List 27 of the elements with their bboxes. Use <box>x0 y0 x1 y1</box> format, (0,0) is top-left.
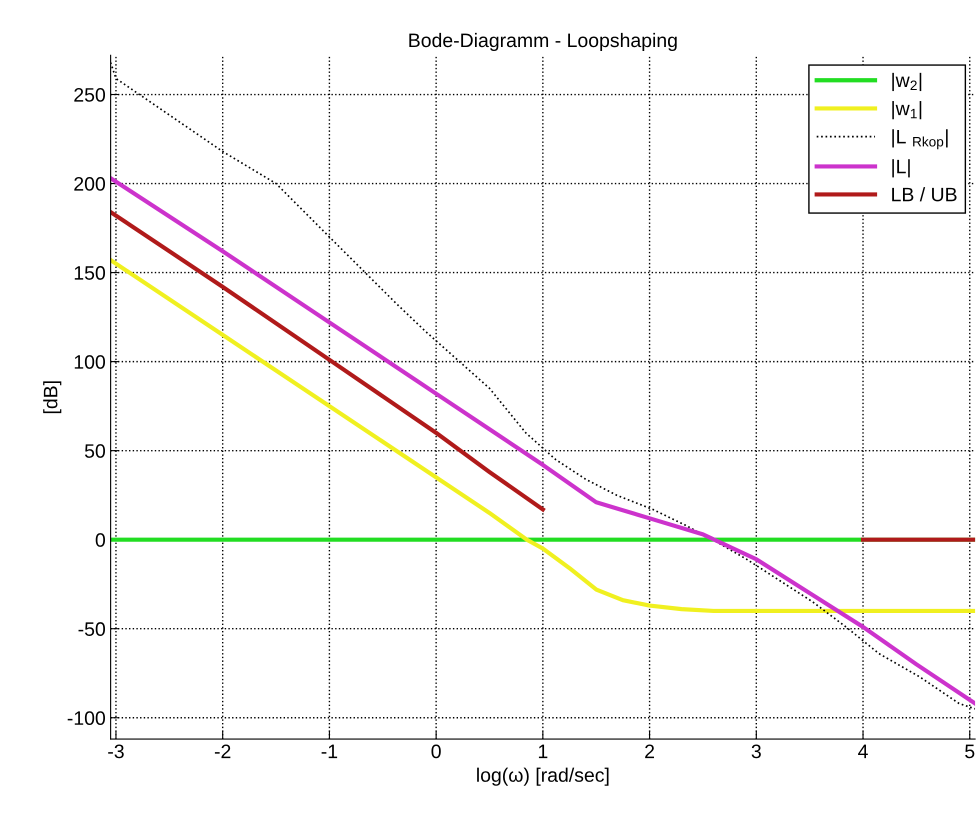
line-series <box>110 176 976 706</box>
y-tick-label: 0 <box>96 533 106 547</box>
y-tick-label: -50 <box>78 622 106 636</box>
y-tick-label: 150 <box>74 266 106 280</box>
y-axis-title: [dB] <box>43 381 62 414</box>
legend-label: |L $_{Rkop}$| <box>892 129 948 150</box>
x-tick-label: -3 <box>108 744 124 758</box>
legend-label: LB / UB <box>892 187 957 202</box>
x-tick-label: 4 <box>858 744 868 758</box>
legend-label: |w$_{2}$| <box>892 72 922 92</box>
x-axis-title: log(ω) [rad/sec] <box>477 768 608 786</box>
x-tick-label: 5 <box>965 744 974 758</box>
y-tick-label: -100 <box>68 711 106 725</box>
legend-label: |w$_{1}$| <box>892 101 922 120</box>
line-series <box>110 258 976 613</box>
y-tick-label: 200 <box>74 177 106 191</box>
x-tick-label: 3 <box>752 744 761 758</box>
y-tick-label: 50 <box>84 444 106 458</box>
x-tick-label: 2 <box>645 744 654 758</box>
chart-title: Bode-Diagramm - Loopshaping <box>409 32 677 52</box>
x-tick-label: 1 <box>538 744 548 758</box>
legend-label: |L| <box>892 159 910 178</box>
x-tick-label: -1 <box>322 744 338 758</box>
y-tick-label: 100 <box>74 355 106 369</box>
x-tick-label: -2 <box>214 744 230 758</box>
x-tick-label: 0 <box>431 744 441 758</box>
y-tick-label: 250 <box>74 88 106 102</box>
